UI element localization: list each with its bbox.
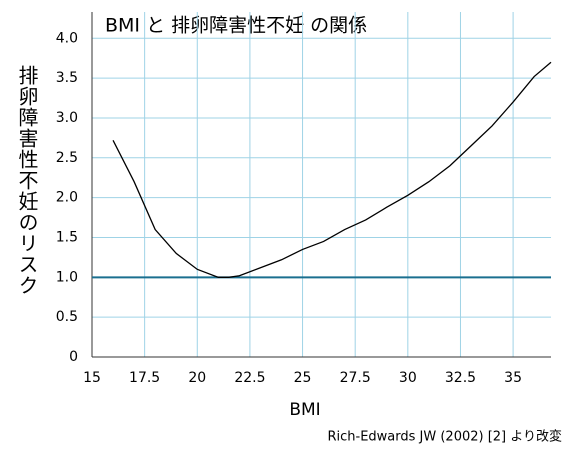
y-tick-label: 4.0 bbox=[56, 30, 78, 46]
y-tick-label: 3.0 bbox=[56, 110, 78, 126]
source-note: Rich-Edwards JW (2002) [2] より改変 bbox=[327, 429, 562, 445]
line-series bbox=[112, 61, 552, 278]
x-axis-label: BMI bbox=[289, 400, 320, 420]
x-tick-label: 25 bbox=[294, 370, 312, 386]
x-tick-label: 15 bbox=[83, 370, 101, 386]
y-tick-label: 3.5 bbox=[56, 70, 78, 86]
x-tick-label: 30 bbox=[399, 370, 417, 386]
x-tick-label: 27.5 bbox=[340, 370, 371, 386]
y-tick-label: 1.5 bbox=[56, 229, 78, 245]
y-axis-label: 排卵障害性不妊のリスク bbox=[15, 65, 39, 296]
x-tick-label: 20 bbox=[188, 370, 206, 386]
x-tick-label: 32.5 bbox=[445, 370, 476, 386]
chart-title: BMI と 排卵障害性不妊 の関係 bbox=[105, 15, 367, 37]
y-tick-label: 2.5 bbox=[56, 150, 78, 166]
x-tick-label: 22.5 bbox=[234, 370, 265, 386]
y-tick-label: 1.0 bbox=[56, 269, 78, 285]
x-tick-label: 17.5 bbox=[129, 370, 160, 386]
y-tick-label: 2.0 bbox=[56, 190, 78, 206]
x-tick-label: 35 bbox=[504, 370, 522, 386]
y-tick-label: 0.5 bbox=[56, 309, 78, 325]
y-tick-label: 0 bbox=[69, 349, 78, 365]
